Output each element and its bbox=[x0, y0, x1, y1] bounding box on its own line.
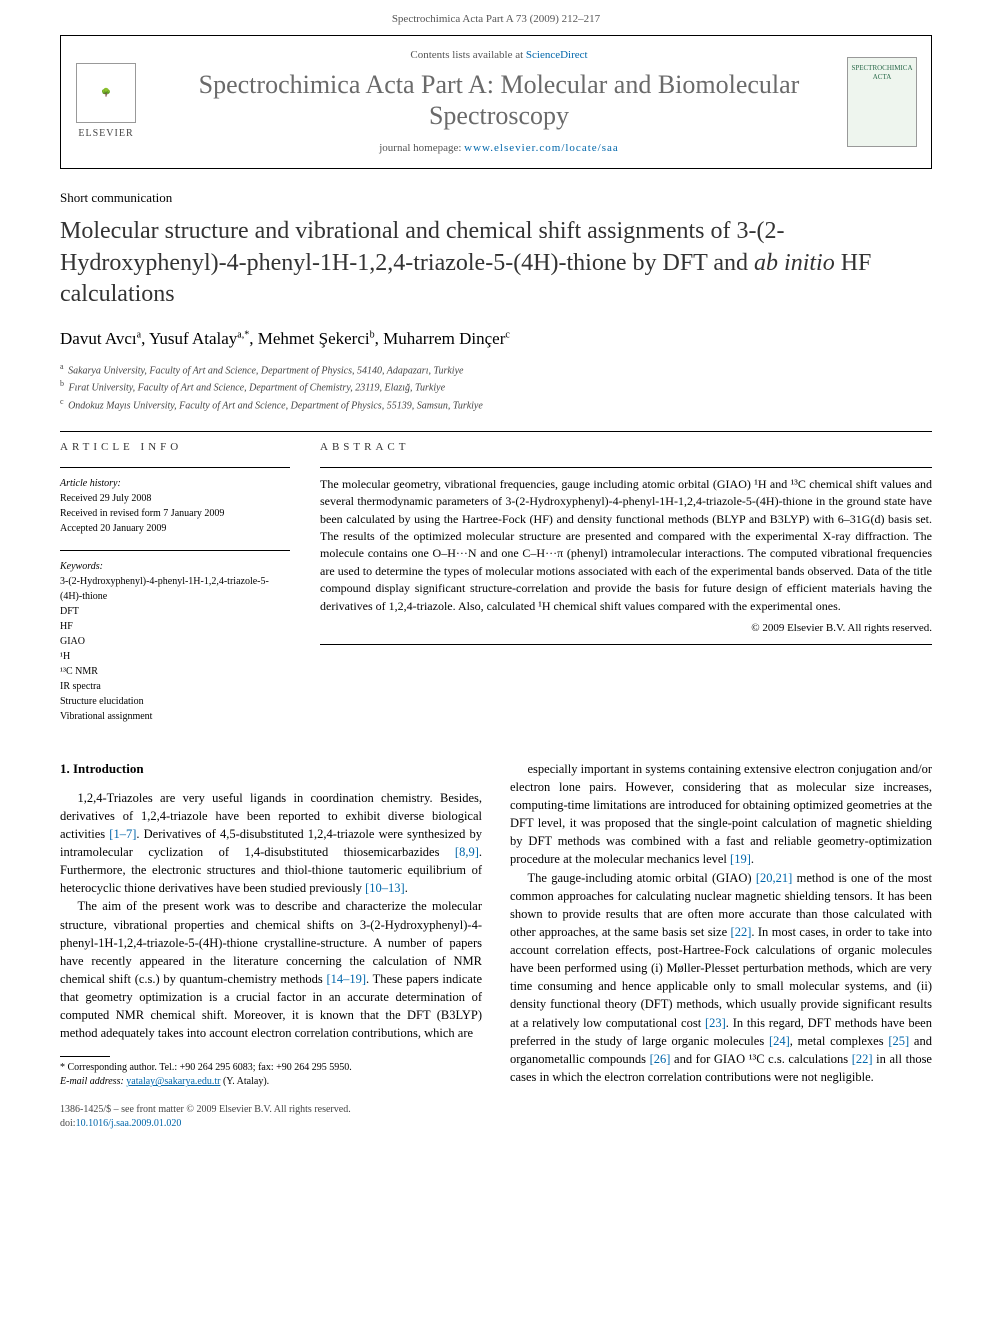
history-line-2: Received in revised form 7 January 2009 bbox=[60, 506, 290, 521]
info-divider-1 bbox=[60, 467, 290, 468]
history-label: Article history: bbox=[60, 476, 290, 491]
body-paragraph-2: The aim of the present work was to descr… bbox=[60, 897, 482, 1042]
info-abstract-row: ARTICLE INFO Article history: Received 2… bbox=[60, 440, 932, 738]
issn-line: 1386-1425/$ – see front matter © 2009 El… bbox=[60, 1103, 932, 1117]
keyword-8: Structure elucidation bbox=[60, 694, 290, 709]
affiliations: a Sakarya University, Faculty of Art and… bbox=[60, 361, 932, 413]
sciencedirect-link[interactable]: ScienceDirect bbox=[526, 49, 588, 61]
journal-title: Spectrochimica Acta Part A: Molecular an… bbox=[151, 69, 847, 131]
journal-homepage-link[interactable]: www.elsevier.com/locate/saa bbox=[464, 142, 619, 154]
journal-homepage-line: journal homepage: www.elsevier.com/locat… bbox=[151, 141, 847, 156]
contents-available-line: Contents lists available at ScienceDirec… bbox=[151, 48, 847, 63]
corresponding-author-footnote: * Corresponding author. Tel.: +90 264 29… bbox=[60, 1061, 482, 1075]
body-paragraph-1: 1,2,4-Triazoles are very useful ligands … bbox=[60, 789, 482, 898]
doi-link[interactable]: 10.1016/j.saa.2009.01.020 bbox=[76, 1118, 182, 1129]
publisher-logo: 🌳 ELSEVIER bbox=[61, 63, 151, 141]
abstract-column: ABSTRACT The molecular geometry, vibrati… bbox=[320, 440, 932, 738]
keyword-2: DFT bbox=[60, 604, 290, 619]
title-part1: Molecular structure and vibrational and … bbox=[60, 218, 784, 275]
history-line-1: Received 29 July 2008 bbox=[60, 491, 290, 506]
author-3: Mehmet Şekercib bbox=[258, 329, 375, 348]
body-two-column: 1. Introduction 1,2,4-Triazoles are very… bbox=[60, 760, 932, 1090]
abstract-heading: ABSTRACT bbox=[320, 440, 932, 455]
doi-label: doi: bbox=[60, 1118, 76, 1129]
abstract-copyright: © 2009 Elsevier B.V. All rights reserved… bbox=[320, 621, 932, 636]
keyword-1: 3-(2-Hydroxyphenyl)-4-phenyl-1H-1,2,4-tr… bbox=[60, 574, 290, 604]
section-1-heading: 1. Introduction bbox=[60, 760, 482, 779]
title-italic: ab initio bbox=[754, 250, 835, 276]
doi-line: doi:10.1016/j.saa.2009.01.020 bbox=[60, 1117, 932, 1131]
affiliation-c: c Ondokuz Mayıs University, Faculty of A… bbox=[60, 396, 932, 413]
author-1: Davut Avcıa bbox=[60, 329, 141, 348]
email-label: E-mail address: bbox=[60, 1076, 124, 1087]
article-info-heading: ARTICLE INFO bbox=[60, 440, 290, 455]
abstract-text: The molecular geometry, vibrational freq… bbox=[320, 476, 932, 615]
article-type: Short communication bbox=[60, 189, 932, 207]
keyword-4: GIAO bbox=[60, 634, 290, 649]
keyword-5: ¹H bbox=[60, 649, 290, 664]
email-footnote: E-mail address: yatalay@sakarya.edu.tr (… bbox=[60, 1075, 482, 1089]
history-line-3: Accepted 20 January 2009 bbox=[60, 521, 290, 536]
publisher-brand: ELSEVIER bbox=[73, 127, 139, 141]
contents-prefix: Contents lists available at bbox=[410, 49, 525, 61]
author-2: Yusuf Atalaya,* bbox=[149, 329, 249, 348]
corresponding-email-link[interactable]: yatalay@sakarya.edu.tr bbox=[126, 1076, 220, 1087]
article-history-block: Article history: Received 29 July 2008 R… bbox=[60, 476, 290, 536]
page-footer: 1386-1425/$ – see front matter © 2009 El… bbox=[0, 1089, 992, 1150]
journal-header-center: Contents lists available at ScienceDirec… bbox=[151, 48, 847, 156]
running-head: Spectrochimica Acta Part A 73 (2009) 212… bbox=[0, 0, 992, 35]
authors-line: Davut Avcıa, Yusuf Atalaya,*, Mehmet Şek… bbox=[60, 328, 932, 351]
body-paragraph-4: The gauge-including atomic orbital (GIAO… bbox=[510, 869, 932, 1087]
divider-top bbox=[60, 431, 932, 432]
info-divider-2 bbox=[60, 550, 290, 551]
keywords-block: Keywords: 3-(2-Hydroxyphenyl)-4-phenyl-1… bbox=[60, 559, 290, 724]
abstract-divider bbox=[320, 467, 932, 468]
affiliation-b: b Fırat University, Faculty of Art and S… bbox=[60, 378, 932, 395]
article-title: Molecular structure and vibrational and … bbox=[60, 216, 932, 310]
article-info-column: ARTICLE INFO Article history: Received 2… bbox=[60, 440, 290, 738]
abstract-divider-bottom bbox=[320, 644, 932, 645]
keyword-3: HF bbox=[60, 619, 290, 634]
keyword-6: ¹³C NMR bbox=[60, 664, 290, 679]
keyword-7: IR spectra bbox=[60, 679, 290, 694]
homepage-prefix: journal homepage: bbox=[379, 142, 464, 154]
keywords-label: Keywords: bbox=[60, 559, 290, 574]
author-4: Muharrem Dinçerc bbox=[383, 329, 510, 348]
elsevier-tree-icon: 🌳 bbox=[76, 63, 136, 123]
journal-header-box: 🌳 ELSEVIER Contents lists available at S… bbox=[60, 35, 932, 169]
affiliation-a: a Sakarya University, Faculty of Art and… bbox=[60, 361, 932, 378]
body-paragraph-3: especially important in systems containi… bbox=[510, 760, 932, 869]
journal-cover-thumbnail: SPECTROCHIMICA ACTA bbox=[847, 57, 917, 147]
email-who: (Y. Atalay). bbox=[223, 1076, 269, 1087]
article-content: Short communication Molecular structure … bbox=[0, 189, 992, 1089]
footnote-separator bbox=[60, 1056, 110, 1057]
keyword-9: Vibrational assignment bbox=[60, 709, 290, 724]
